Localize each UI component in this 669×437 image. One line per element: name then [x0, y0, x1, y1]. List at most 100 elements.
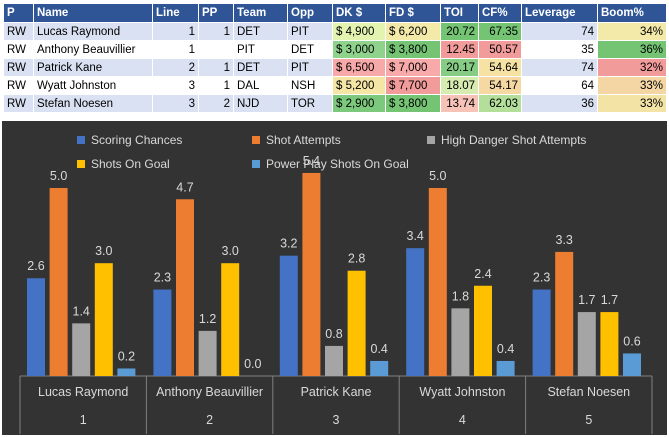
cell-opp[interactable]: PIT: [287, 22, 333, 41]
table-row[interactable]: RW Wyatt Johnston 3 1 DAL NSH $ 5,200 $ 7,700 18…: [3, 76, 667, 95]
cell-boom[interactable]: 33%: [597, 76, 667, 95]
cell-pp[interactable]: 1: [198, 76, 234, 95]
cell-opp[interactable]: DET: [287, 40, 333, 59]
bar[interactable]: [474, 285, 492, 376]
cell-pos[interactable]: RW: [3, 22, 34, 41]
cell-cf[interactable]: 54.17: [478, 76, 522, 95]
cell-line[interactable]: 1: [152, 22, 199, 41]
cell-opp[interactable]: PIT: [287, 58, 333, 77]
cell-line[interactable]: 2: [152, 58, 199, 77]
cell-leverage[interactable]: 74: [521, 58, 598, 77]
bar[interactable]: [428, 188, 447, 376]
cell-team[interactable]: NJD: [233, 94, 288, 113]
header-cell[interactable]: Line: [152, 3, 199, 23]
header-cell[interactable]: TOI: [440, 3, 479, 23]
bar[interactable]: [27, 278, 45, 376]
cell-team[interactable]: DAL: [233, 76, 288, 95]
cell-fd[interactable]: $ 7,700: [385, 76, 441, 95]
bar[interactable]: [555, 251, 574, 376]
header-cell[interactable]: P: [3, 3, 34, 23]
bar[interactable]: [94, 263, 113, 376]
bar[interactable]: [49, 188, 68, 376]
cell-dk[interactable]: $ 4,900: [332, 22, 386, 41]
cell-cf[interactable]: 54.64: [478, 58, 522, 77]
bar[interactable]: [72, 323, 91, 376]
bar[interactable]: [623, 353, 641, 376]
cell-line[interactable]: 3: [152, 76, 199, 95]
bar[interactable]: [600, 312, 619, 376]
cell-cf[interactable]: 62.03: [478, 94, 522, 113]
cell-team[interactable]: PIT: [233, 40, 288, 59]
cell-toi[interactable]: 20.17: [440, 58, 479, 77]
header-cell[interactable]: Leverage: [521, 3, 598, 23]
header-cell[interactable]: Opp: [287, 3, 333, 23]
bar[interactable]: [325, 345, 343, 376]
cell-pp[interactable]: 2: [198, 94, 234, 113]
cell-pos[interactable]: RW: [3, 94, 34, 113]
header-cell[interactable]: Name: [33, 3, 153, 23]
cell-name[interactable]: Anthony Beauvillier: [33, 40, 153, 59]
cell-fd[interactable]: $ 6,200: [385, 22, 441, 41]
cell-line[interactable]: 1: [152, 40, 199, 59]
cell-cf[interactable]: 67.35: [478, 22, 522, 41]
bar[interactable]: [496, 360, 515, 376]
table-row[interactable]: RW Stefan Noesen 3 2 NJD TOR $ 2,900 $ 3,800 13.…: [3, 94, 667, 113]
cell-team[interactable]: DET: [233, 22, 288, 41]
table-row[interactable]: RW Patrick Kane 2 1 DET PIT $ 6,500 $ 7,000 20.1…: [3, 58, 667, 77]
table-row[interactable]: RW Lucas Raymond 1 1 DET PIT $ 4,900 $ 6,200 20.…: [3, 22, 667, 41]
cell-team[interactable]: DET: [233, 58, 288, 77]
cell-toi[interactable]: 18.07: [440, 76, 479, 95]
header-cell[interactable]: DK $: [332, 3, 386, 23]
bar[interactable]: [117, 368, 136, 376]
bar[interactable]: [451, 308, 470, 376]
cell-pp[interactable]: 1: [198, 58, 234, 77]
cell-fd[interactable]: $ 7,000: [385, 58, 441, 77]
legend-item[interactable]: Power Play Shots On Goal: [252, 157, 409, 171]
cell-name[interactable]: Patrick Kane: [33, 58, 153, 77]
cell-leverage[interactable]: 35: [521, 40, 598, 59]
bar[interactable]: [302, 172, 321, 376]
cell-toi[interactable]: 20.72: [440, 22, 479, 41]
cell-fd[interactable]: $ 3,800: [385, 94, 441, 113]
bar[interactable]: [347, 270, 366, 376]
header-cell[interactable]: PP: [198, 3, 234, 23]
cell-fd[interactable]: $ 3,800: [385, 40, 441, 59]
bar[interactable]: [176, 199, 194, 376]
cell-dk[interactable]: $ 6,500: [332, 58, 386, 77]
cell-pos[interactable]: RW: [3, 40, 34, 59]
bar[interactable]: [577, 312, 596, 376]
cell-opp[interactable]: NSH: [287, 76, 333, 95]
header-cell[interactable]: CF%: [478, 3, 522, 23]
cell-toi[interactable]: 12.45: [440, 40, 479, 59]
cell-dk[interactable]: $ 3,000: [332, 40, 386, 59]
cell-pos[interactable]: RW: [3, 58, 34, 77]
cell-line[interactable]: 3: [152, 94, 199, 113]
legend-item[interactable]: Shots On Goal: [77, 157, 170, 171]
cell-pp[interactable]: 1: [198, 22, 234, 41]
cell-cf[interactable]: 50.57: [478, 40, 522, 59]
cell-boom[interactable]: 32%: [597, 58, 667, 77]
table-row[interactable]: RW Anthony Beauvillier 1 PIT DET $ 3,000 $ 3,8…: [3, 40, 667, 59]
cell-name[interactable]: Wyatt Johnston: [33, 76, 153, 95]
cell-leverage[interactable]: 74: [521, 22, 598, 41]
cell-name[interactable]: Lucas Raymond: [33, 22, 153, 41]
legend-item[interactable]: Scoring Chances: [77, 133, 182, 147]
bar[interactable]: [532, 289, 551, 376]
legend-item[interactable]: Shot Attempts: [252, 133, 341, 147]
bar[interactable]: [279, 255, 298, 376]
header-cell[interactable]: Team: [233, 3, 288, 23]
cell-name[interactable]: Stefan Noesen: [33, 94, 153, 113]
cell-dk[interactable]: $ 2,900: [332, 94, 386, 113]
bar[interactable]: [198, 330, 217, 376]
cell-boom[interactable]: 34%: [597, 22, 667, 41]
cell-leverage[interactable]: 64: [521, 76, 598, 95]
cell-leverage[interactable]: 36: [521, 94, 598, 113]
legend-item[interactable]: High Danger Shot Attempts: [427, 133, 586, 147]
bar[interactable]: [153, 289, 172, 376]
cell-boom[interactable]: 36%: [597, 40, 667, 59]
cell-dk[interactable]: $ 5,200: [332, 76, 386, 95]
header-cell[interactable]: FD $: [385, 3, 441, 23]
cell-opp[interactable]: TOR: [287, 94, 333, 113]
bar[interactable]: [370, 360, 389, 376]
cell-pos[interactable]: RW: [3, 76, 34, 95]
